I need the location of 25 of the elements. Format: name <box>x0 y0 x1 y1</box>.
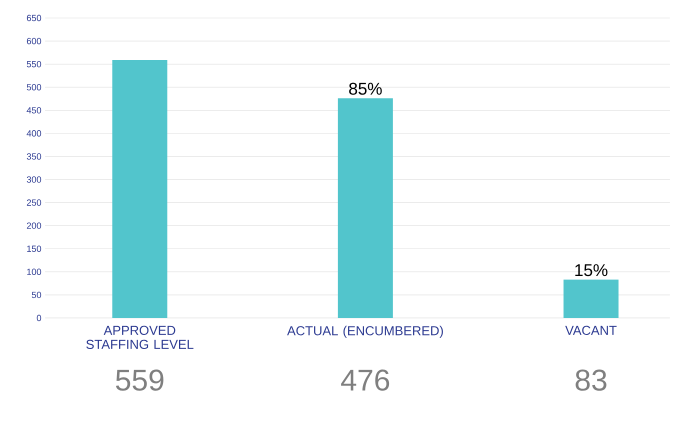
x-tick-label: VACANT <box>565 326 617 335</box>
bar <box>338 98 393 318</box>
y-tick-label: 50 <box>32 292 42 298</box>
y-tick-label: 100 <box>27 268 42 276</box>
data-label: 83 <box>576 370 606 391</box>
x-tick-label: ACTUAL (ENCUMBERED) <box>287 326 443 338</box>
y-tick-label: 250 <box>26 199 42 206</box>
annotation: 85% <box>349 82 382 95</box>
annotation: 15% <box>575 264 608 276</box>
bar <box>112 60 168 318</box>
data-label: 476 <box>341 370 390 391</box>
y-tick-label: 150 <box>27 246 42 252</box>
y-tick-label: 600 <box>26 38 42 44</box>
data-label: 559 <box>116 370 164 391</box>
y-tick-label: 0 <box>36 314 42 322</box>
y-tick-label: 400 <box>26 130 42 137</box>
y-tick-label: 650 <box>26 14 42 22</box>
y-tick-label: 450 <box>26 107 42 114</box>
x-tick-label: APPROVED STAFFING LEVEL <box>86 326 194 349</box>
y-tick-label: 350 <box>26 153 42 160</box>
y-tick-label: 550 <box>26 60 42 68</box>
y-tick-label: 200 <box>26 222 42 229</box>
y-tick-label: 500 <box>26 84 42 90</box>
y-tick-label: 300 <box>26 176 42 183</box>
bar <box>564 280 619 318</box>
